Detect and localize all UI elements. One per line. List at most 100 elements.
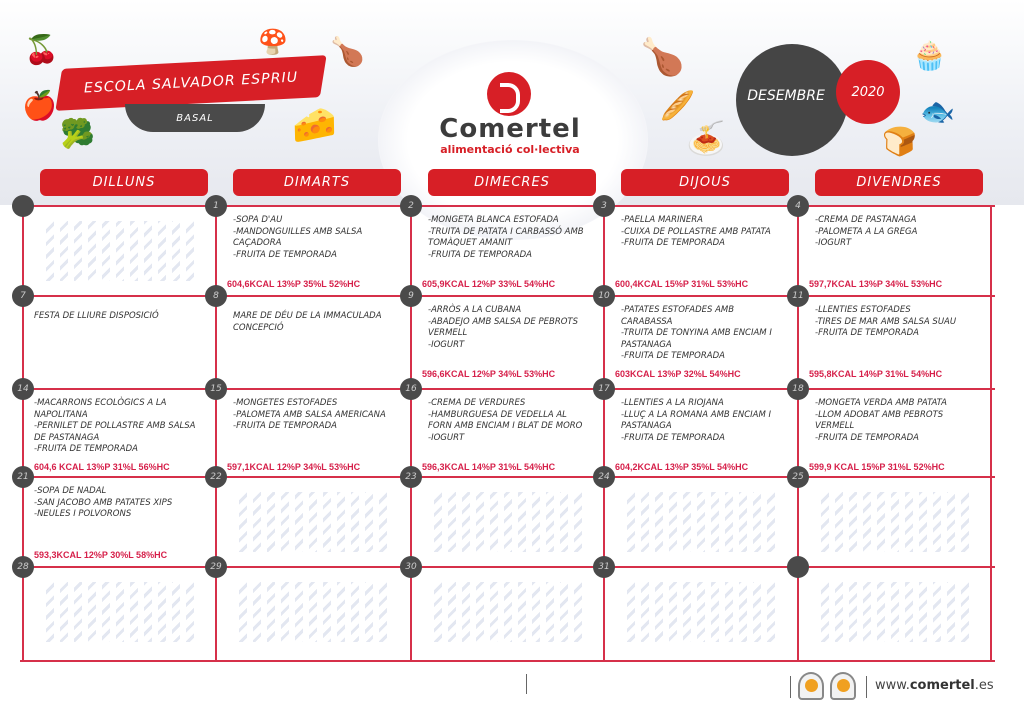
nutrition-info: 604,6 KCAL 13%P 31%L 56%HC [34, 462, 170, 472]
brand-tagline: alimentació col·lectiva [440, 143, 580, 156]
url-prefix: www. [875, 678, 910, 693]
comertel-logo-icon [487, 72, 531, 116]
date-badge: 29 [205, 556, 227, 578]
day-cell: MARE DE DÉU DE LA IMMACULADA CONCEPCIÓ [217, 297, 403, 385]
website-link[interactable]: www.comertel.es [875, 678, 994, 693]
grid-line [20, 295, 995, 297]
nutrition-info: 605,9KCAL 12%P 33%L 54%HC [422, 279, 556, 289]
day-cell: -SOPA DE NADAL -SAN JACOBO AMB PATATES X… [24, 478, 210, 566]
empty-pattern [46, 582, 196, 642]
date-badge: 8 [205, 285, 227, 307]
menu-text: -LLENTIES ESTOFADES -TIRES DE MAR AMB SA… [815, 305, 957, 338]
cherry-icon: 🍒 [24, 33, 59, 66]
sgs-certification-icon [798, 672, 824, 700]
day-cell [605, 568, 791, 656]
day-cell: -LLENTIES ESTOFADES -TIRES DE MAR AMB SA… [799, 297, 985, 385]
menu-text: -PAELLA MARINERA -CUIXA DE POLLASTRE AMB… [621, 215, 771, 248]
menu-text: -MACARRONS ECOLÒGICS A LA NAPOLITANA -PE… [34, 398, 196, 454]
url-suffix: .es [974, 678, 994, 693]
date-badge: 23 [400, 466, 422, 488]
day-cell: -LLENTIES A LA RIOJANA -LLUÇ A LA ROMANA… [605, 390, 791, 478]
date-badge: 24 [593, 466, 615, 488]
day-cell [24, 207, 210, 295]
nutrition-info: 596,6KCAL 12%P 34%L 53%HC [422, 369, 556, 379]
grid-line [215, 205, 217, 660]
menu-text: FESTA DE LLIURE DISPOSICIÓ [34, 311, 159, 321]
drumstick-icon: 🍗 [330, 35, 365, 68]
grid-line [797, 205, 799, 660]
date-badge: 10 [593, 285, 615, 307]
day-cell: -ARRÒS A LA CUBANA -ABADEJO AMB SALSA DE… [412, 297, 598, 385]
url-brand: comertel [909, 678, 975, 693]
empty-pattern [627, 492, 777, 552]
day-cell: -PATATES ESTOFADES AMB CARABASSA -TRUITA… [605, 297, 791, 385]
date-badge: 16 [400, 378, 422, 400]
date-badge [12, 195, 34, 217]
date-badge: 15 [205, 378, 227, 400]
empty-pattern [821, 492, 971, 552]
divider [790, 676, 791, 698]
month-circle [736, 44, 848, 156]
menu-text: -SOPA DE NADAL -SAN JACOBO AMB PATATES X… [34, 486, 173, 519]
menu-text: -MONGETA VERDA AMB PATATA -LLOM ADOBAT A… [815, 398, 947, 443]
menu-text: -ARRÒS A LA CUBANA -ABADEJO AMB SALSA DE… [428, 305, 579, 350]
menu-type: BASAL [125, 104, 265, 132]
menu-text: -CREMA DE VERDURES -HAMBURGUESA DE VEDEL… [428, 398, 583, 443]
date-badge [787, 556, 809, 578]
menu-text: -CREMA DE PASTANAGA -PALOMETA A LA GREGA… [815, 215, 918, 248]
bread-icon: 🥖 [660, 89, 695, 122]
date-badge: 25 [787, 466, 809, 488]
empty-pattern [239, 492, 389, 552]
date-badge: 3 [593, 195, 615, 217]
date-badge: 17 [593, 378, 615, 400]
empty-pattern [627, 582, 777, 642]
date-badge: 2 [400, 195, 422, 217]
day-cell: -CREMA DE PASTANAGA -PALOMETA A LA GREGA… [799, 207, 985, 295]
school-name: ESCOLA SALVADOR ESPRIU [83, 69, 299, 97]
menu-text: MARE DE DÉU DE LA IMMACULADA CONCEPCIÓ [233, 311, 382, 333]
fish-icon: 🐟 [920, 95, 955, 128]
cheese-icon: 🧀 [292, 105, 337, 146]
day-cell: -MONGETA BLANCA ESTOFADA -TRUITA DE PATA… [412, 207, 598, 295]
mushroom-icon: 🍄 [258, 28, 288, 56]
month-label: DESEMBRE [747, 88, 825, 104]
nutrition-info: 597,7KCAL 13%P 34%L 53%HC [809, 279, 943, 289]
divider [866, 676, 867, 698]
day-cell [799, 568, 985, 656]
grid-line [20, 205, 995, 207]
grid-line [603, 205, 605, 660]
empty-pattern [46, 221, 196, 281]
day-header: DIVENDRES [815, 169, 983, 196]
menu-text: -MONGETES ESTOFADES -PALOMETA AMB SALSA … [233, 398, 386, 431]
grid-line [410, 205, 412, 660]
day-header: DIMARTS [233, 169, 401, 196]
empty-pattern [821, 582, 971, 642]
muffin-icon: 🧁 [912, 39, 947, 72]
grid-line [20, 660, 995, 662]
menu-text: -LLENTIES A LA RIOJANA -LLUÇ A LA ROMANA… [621, 398, 771, 443]
grid-line [990, 205, 992, 660]
pasta-icon: 🍝 [686, 119, 726, 157]
grid-line [20, 388, 995, 390]
day-cell [605, 478, 791, 566]
empty-pattern [239, 582, 389, 642]
nutrition-info: 595,8KCAL 14%P 31%L 54%HC [809, 369, 943, 379]
nutrition-info: 604,2KCAL 13%P 35%L 54%HC [615, 462, 749, 472]
toast-icon: 🍞 [882, 125, 917, 158]
day-cell: -PAELLA MARINERA -CUIXA DE POLLASTRE AMB… [605, 207, 791, 295]
day-cell: -SOPA D'AU -MANDONGUILLES AMB SALSA CAÇA… [217, 207, 403, 295]
day-cell: -CREMA DE VERDURES -HAMBURGUESA DE VEDEL… [412, 390, 598, 478]
nutrition-info: 596,3KCAL 14%P 31%L 54%HC [422, 462, 556, 472]
date-badge: 28 [12, 556, 34, 578]
menu-text: -MONGETA BLANCA ESTOFADA -TRUITA DE PATA… [428, 215, 584, 260]
date-badge: 4 [787, 195, 809, 217]
day-cell: -MONGETES ESTOFADES -PALOMETA AMB SALSA … [217, 390, 403, 478]
nutrition-info: 604,6KCAL 13%P 35%L 52%HC [227, 279, 361, 289]
nutrition-info: 600,4KCAL 15%P 31%L 53%HC [615, 279, 749, 289]
empty-pattern [434, 582, 584, 642]
day-cell [799, 478, 985, 566]
date-badge: 18 [787, 378, 809, 400]
date-badge: 14 [12, 378, 34, 400]
day-cell [217, 568, 403, 656]
nutrition-info: 603KCAL 13%P 32%L 54%HC [615, 369, 741, 379]
